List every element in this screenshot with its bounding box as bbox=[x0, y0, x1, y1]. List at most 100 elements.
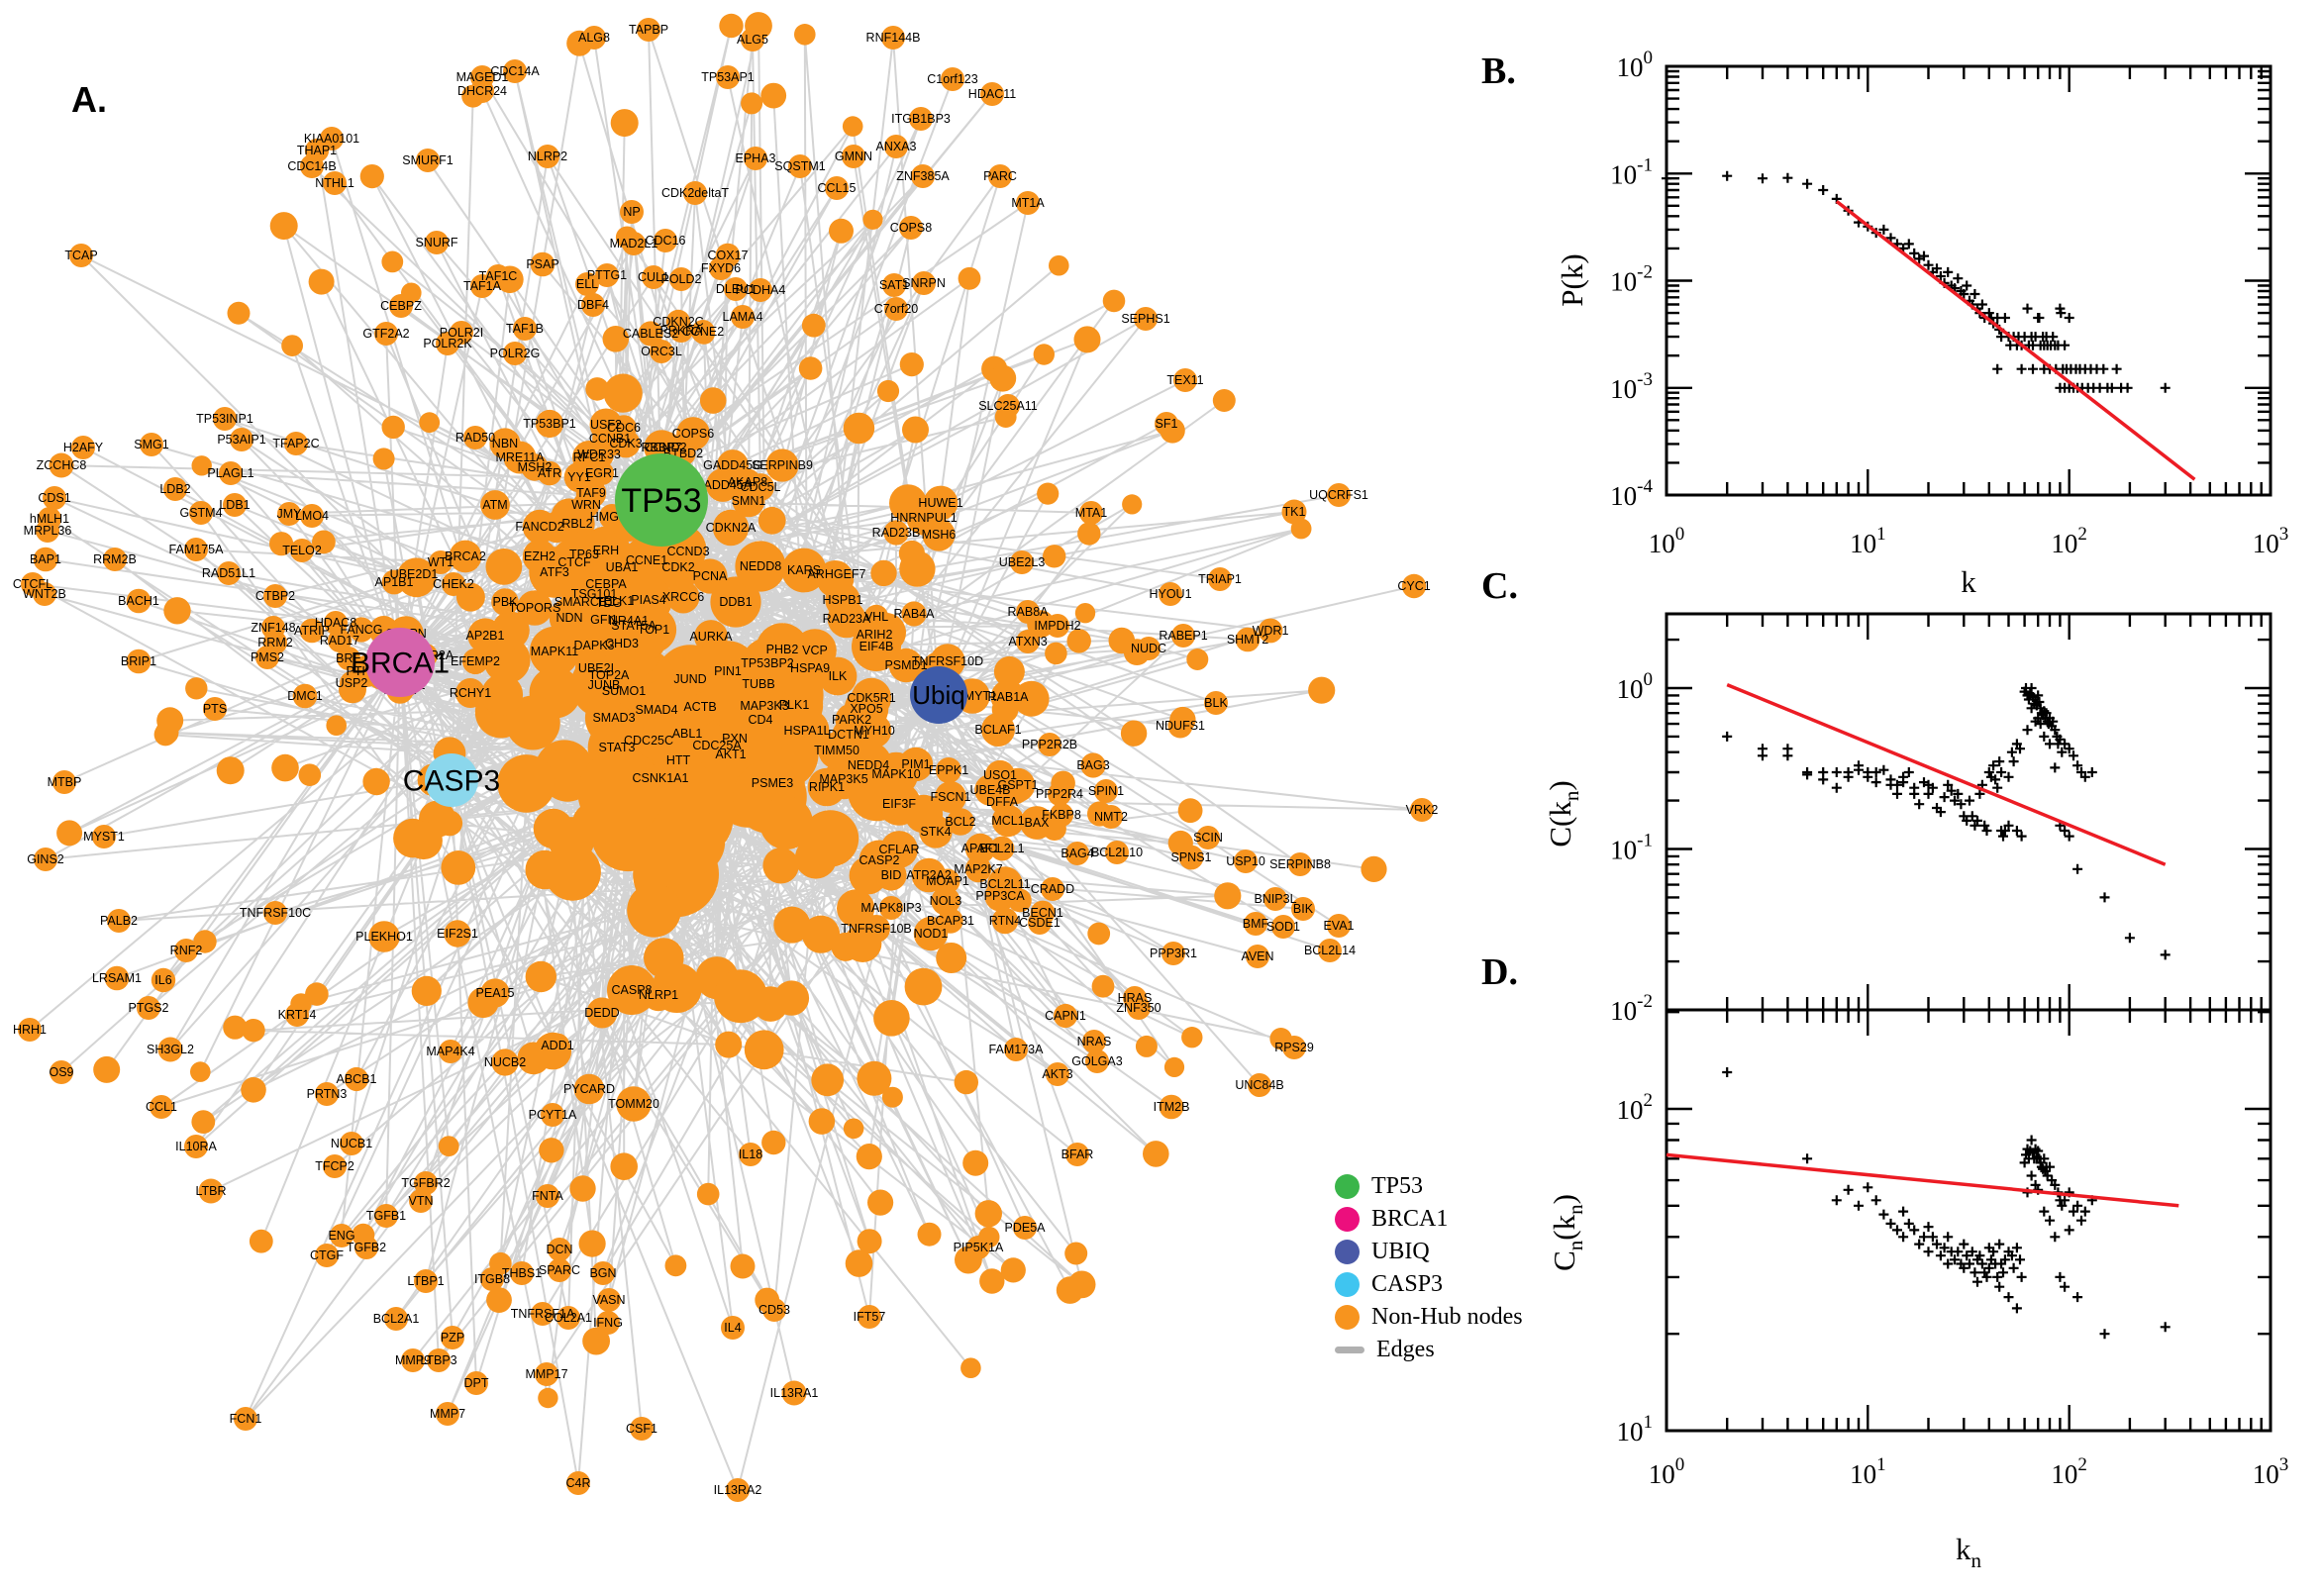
network-node bbox=[213, 407, 237, 431]
network-node-label: CCNE2 bbox=[682, 325, 724, 339]
network-node bbox=[984, 880, 1016, 912]
network-node bbox=[290, 539, 314, 562]
network-node-label: ATR bbox=[538, 466, 561, 480]
network-node bbox=[1208, 567, 1232, 591]
network-node-label: NEDD8 bbox=[740, 559, 781, 573]
network-node-label: IFNG bbox=[593, 1316, 623, 1330]
network-node bbox=[585, 377, 609, 401]
network-node-label: EPPK1 bbox=[929, 763, 968, 777]
network-node bbox=[761, 1130, 786, 1155]
network-node-label: TAF9 bbox=[576, 486, 606, 500]
axis-ticks bbox=[1665, 614, 2272, 1012]
network-node bbox=[1204, 691, 1228, 715]
network-node bbox=[315, 1082, 339, 1106]
network-node bbox=[1013, 680, 1050, 717]
network-node-label: PPP3CA bbox=[975, 889, 1025, 903]
x-axis-label: kn​ bbox=[1956, 1532, 1982, 1572]
network-node-label: CTCF bbox=[557, 555, 591, 569]
network-node bbox=[374, 322, 398, 346]
network-node-label: SEPHS1 bbox=[1121, 312, 1169, 326]
network-node-label: SH3GL2 bbox=[147, 1043, 194, 1056]
network-node bbox=[1181, 1027, 1203, 1048]
fit-line bbox=[1726, 682, 2167, 866]
network-node-label: EPHA3 bbox=[736, 151, 776, 165]
network-node bbox=[858, 1305, 881, 1329]
network-node bbox=[749, 278, 772, 302]
network-node-label: BACH1 bbox=[118, 594, 159, 608]
legend-item-ubiq: UBIQ bbox=[1335, 1236, 1523, 1268]
network-node bbox=[548, 1258, 571, 1282]
network-node bbox=[1000, 1257, 1026, 1283]
network-node bbox=[904, 794, 944, 834]
network-node bbox=[1186, 648, 1209, 670]
network-node-label: MRPL36 bbox=[24, 524, 72, 538]
network-node bbox=[485, 549, 523, 585]
network-node-label: ALG5 bbox=[737, 33, 768, 47]
network-node bbox=[964, 833, 996, 864]
x-tick-label: 100 bbox=[1649, 524, 1685, 558]
network-node-label: CAPN1 bbox=[1045, 1009, 1086, 1023]
network-node-label: TK1 bbox=[1283, 505, 1306, 519]
network-node-label: EGR1 bbox=[585, 466, 619, 480]
network-node bbox=[807, 767, 847, 807]
network-node-label: ILK bbox=[829, 669, 848, 683]
network-node-label: NBN bbox=[492, 437, 518, 450]
network-node bbox=[157, 1037, 183, 1062]
network-node-label: SMG1 bbox=[134, 438, 168, 451]
axis-ticks bbox=[1665, 1010, 2272, 1433]
network-node-label: GOLGA3 bbox=[1071, 1054, 1122, 1068]
network-node bbox=[49, 452, 74, 478]
network-node-label: RCHY1 bbox=[450, 686, 491, 700]
network-node bbox=[581, 293, 605, 317]
network-node bbox=[1271, 915, 1295, 939]
network-node bbox=[988, 164, 1012, 188]
network-node-label: AURKA bbox=[689, 630, 733, 644]
network-node-label: XPO5 bbox=[850, 702, 882, 716]
network-node bbox=[798, 356, 823, 380]
network-node-label: NTHL1 bbox=[315, 176, 354, 190]
network-node bbox=[706, 468, 740, 502]
network-node bbox=[844, 924, 882, 962]
network-node bbox=[607, 965, 656, 1015]
network-node bbox=[591, 1261, 615, 1285]
network-node-label: UBE2L3 bbox=[999, 555, 1046, 569]
network-node-label: LTBP3 bbox=[420, 1353, 456, 1367]
network-node-label: BMF bbox=[1243, 917, 1269, 931]
network-node-label: HSPB1 bbox=[823, 593, 863, 607]
network-node bbox=[801, 313, 826, 338]
network-node-label: TEX11 bbox=[1166, 373, 1203, 387]
network-node bbox=[843, 1118, 864, 1140]
network-node-label: MSH2 bbox=[518, 460, 553, 474]
network-node bbox=[610, 109, 639, 138]
network-node bbox=[503, 59, 527, 83]
network-node-label: SMAD4 bbox=[635, 703, 677, 717]
network-node bbox=[666, 580, 700, 614]
network-node bbox=[652, 962, 702, 1013]
legend-casp3-swatch bbox=[1335, 1272, 1360, 1297]
network-node bbox=[901, 601, 927, 627]
network-node-label: LTBP1 bbox=[407, 1274, 444, 1288]
network-node bbox=[991, 696, 1019, 723]
network-node-label: THAP1 bbox=[297, 144, 337, 157]
panel-label-c: C. bbox=[1481, 565, 1518, 607]
network-node-label: PSME3 bbox=[752, 776, 793, 790]
network-node bbox=[902, 416, 929, 444]
network-node bbox=[455, 678, 485, 708]
network-node-label: BRE bbox=[336, 651, 361, 665]
network-node bbox=[1051, 770, 1075, 796]
network-node bbox=[960, 1357, 981, 1378]
network-node-label: DPT bbox=[464, 1376, 489, 1390]
network-node bbox=[1160, 418, 1185, 444]
network-node bbox=[979, 1268, 1005, 1294]
network-node bbox=[620, 200, 644, 224]
network-node-label: CDC16 bbox=[646, 234, 686, 248]
network-node-label: PLAGL1 bbox=[207, 466, 253, 480]
network-node bbox=[1105, 841, 1129, 864]
network-node-label: COL2A1 bbox=[545, 1311, 592, 1325]
network-node bbox=[1258, 618, 1283, 644]
network-node bbox=[312, 530, 336, 554]
network-node-label: TGFB1 bbox=[366, 1209, 406, 1223]
network-node bbox=[1127, 996, 1151, 1020]
network-node bbox=[696, 1182, 720, 1206]
network-node-label: ATRIP bbox=[294, 624, 330, 638]
